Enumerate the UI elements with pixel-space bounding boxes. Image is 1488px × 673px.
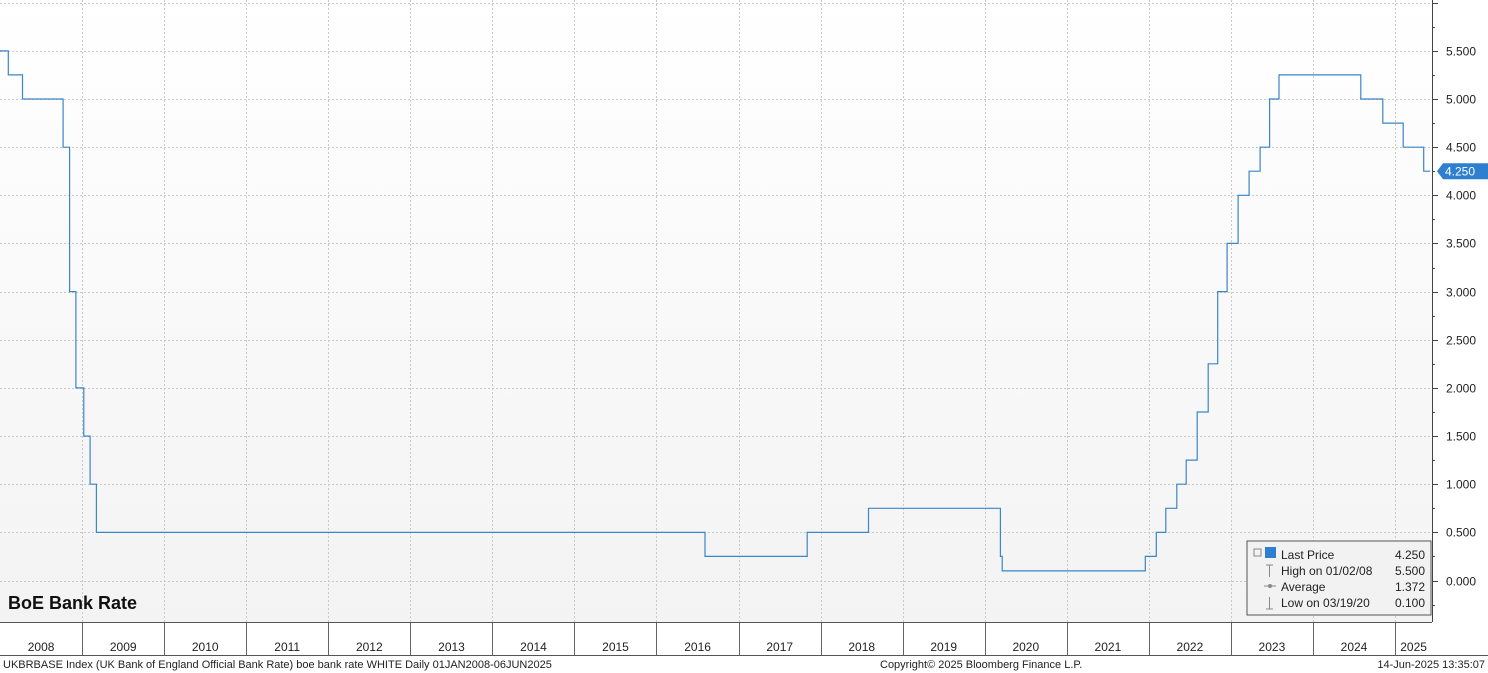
low-marker-icon bbox=[1266, 597, 1273, 610]
x-axis: 2008 2009 2010 2011 2012 2013 2014 2015 2016 2017… bbox=[0, 622, 1488, 656]
legend-label-average: Average bbox=[1281, 580, 1326, 594]
last-price-tag bbox=[1437, 163, 1488, 180]
average-dot-icon bbox=[1268, 584, 1272, 588]
x-tick-label: 2017 bbox=[766, 640, 793, 654]
series-layer bbox=[0, 50, 1431, 572]
x-tick-label: 2009 bbox=[110, 640, 137, 654]
x-tick-label: 2023 bbox=[1259, 640, 1286, 654]
footer-description: UKBRBASE Index (UK Bank of England Offic… bbox=[3, 659, 552, 671]
y-tick-label: 1.000 bbox=[1446, 478, 1476, 492]
legend-row-average: Average 1.372 bbox=[1264, 580, 1425, 594]
y-tick-label: 0.500 bbox=[1446, 526, 1476, 540]
x-tick-label: 2018 bbox=[848, 640, 875, 654]
series-line bbox=[0, 50, 1431, 572]
footer-timestamp: 14-Jun-2025 13:35:07 bbox=[1377, 659, 1485, 671]
x-tick-label: 2013 bbox=[438, 640, 465, 654]
x-tick-label: 2024 bbox=[1341, 640, 1368, 654]
high-marker-icon bbox=[1266, 564, 1273, 577]
grid bbox=[0, 0, 1432, 622]
y-tick-label: 5.500 bbox=[1446, 45, 1476, 59]
y-tick-label: 2.500 bbox=[1446, 334, 1476, 348]
x-tick-label: 2025 bbox=[1400, 640, 1427, 654]
x-tick-label: 2011 bbox=[274, 640, 300, 654]
chart-title: BoE Bank Rate bbox=[8, 593, 137, 613]
x-tick-label: 2008 bbox=[28, 640, 55, 654]
legend-row-low: Low on 03/19/20 0.100 bbox=[1266, 596, 1425, 610]
legend-row-last-price: Last Price 4.250 bbox=[1253, 547, 1425, 562]
legend-row-high: High on 01/02/08 5.500 bbox=[1266, 564, 1425, 578]
legend-label-high: High on 01/02/08 bbox=[1281, 564, 1373, 578]
x-tick-label: 2016 bbox=[684, 640, 711, 654]
x-tick-label: 2015 bbox=[602, 640, 629, 654]
x-tick-label: 2022 bbox=[1177, 640, 1204, 654]
x-tick-label: 2012 bbox=[356, 640, 383, 654]
legend-label-last-price: Last Price bbox=[1281, 548, 1335, 562]
footer-copyright: Copyright© 2025 Bloomberg Finance L.P. bbox=[880, 659, 1082, 671]
y-tick-label: 2.000 bbox=[1446, 382, 1476, 396]
legend-collapse-icon bbox=[1253, 548, 1262, 557]
plot-background bbox=[0, 0, 1432, 622]
legend-swatch bbox=[1265, 547, 1276, 558]
legend-frame bbox=[1246, 540, 1432, 616]
legend-value-last-price: 4.250 bbox=[1395, 548, 1425, 562]
legend-value-high: 5.500 bbox=[1395, 564, 1425, 578]
last-price-marker: 4.250 bbox=[1437, 163, 1488, 180]
y-tick-label: 4.000 bbox=[1446, 189, 1476, 203]
legend-box: Last Price 4.250 High on 01/02/08 5.500 … bbox=[1246, 540, 1432, 616]
x-tick-label: 2021 bbox=[1095, 640, 1122, 654]
y-tick-label: 4.500 bbox=[1446, 141, 1476, 155]
x-tick-label: 2014 bbox=[520, 640, 547, 654]
last-price-label: 4.250 bbox=[1445, 165, 1475, 179]
y-tick-label: 1.500 bbox=[1446, 430, 1476, 444]
y-axis: 0.000 0.500 1.000 1.500 2.000 2.500 3.000 3.500… bbox=[1432, 0, 1476, 622]
y-tick-label: 3.500 bbox=[1446, 237, 1476, 251]
y-tick-label: 0.000 bbox=[1446, 575, 1476, 589]
x-tick-label: 2019 bbox=[930, 640, 957, 654]
x-tick-label: 2020 bbox=[1012, 640, 1039, 654]
footer: UKBRBASE Index (UK Bank of England Offic… bbox=[3, 659, 1485, 671]
legend-label-low: Low on 03/19/20 bbox=[1281, 596, 1370, 610]
y-tick-label: 3.000 bbox=[1446, 286, 1476, 300]
legend-value-low: 0.100 bbox=[1395, 596, 1425, 610]
y-tick-label: 5.000 bbox=[1446, 93, 1476, 107]
legend-value-average: 1.372 bbox=[1395, 580, 1425, 594]
x-tick-label: 2010 bbox=[192, 640, 219, 654]
